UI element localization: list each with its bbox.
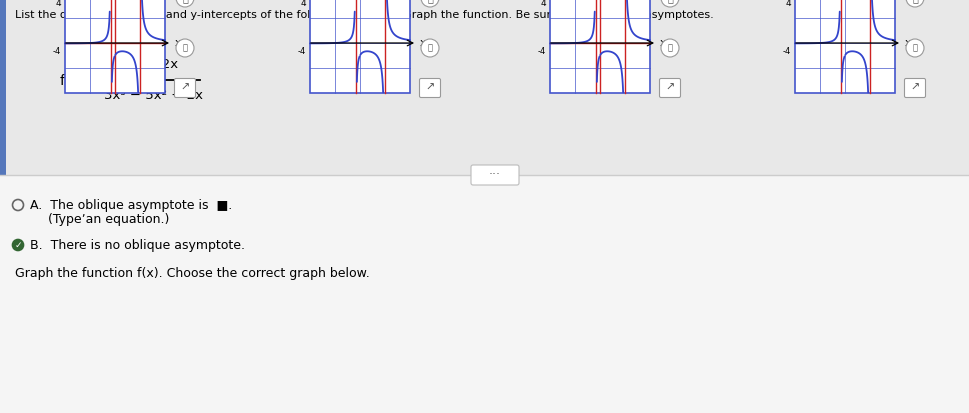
Text: A.  The oblique asymptote is  ■.: A. The oblique asymptote is ■. — [30, 199, 233, 211]
Text: ↗: ↗ — [910, 83, 920, 93]
FancyBboxPatch shape — [795, 0, 895, 93]
FancyBboxPatch shape — [420, 78, 441, 97]
Text: x: x — [905, 38, 911, 48]
Text: -4: -4 — [52, 47, 61, 56]
Text: 🔍: 🔍 — [913, 43, 918, 52]
FancyBboxPatch shape — [904, 78, 925, 97]
Text: 🔍: 🔍 — [427, 43, 432, 52]
FancyBboxPatch shape — [550, 0, 650, 93]
Text: List the domain and the x- and y-intercepts of the following function. Graph the: List the domain and the x- and y-interce… — [15, 10, 714, 20]
Text: 3x³ − 5x² − 2x: 3x³ − 5x² − 2x — [105, 89, 203, 102]
Circle shape — [176, 0, 194, 7]
Text: ···: ··· — [489, 169, 501, 181]
FancyBboxPatch shape — [660, 78, 680, 97]
Text: -4: -4 — [297, 47, 306, 56]
Text: x: x — [420, 38, 426, 48]
Text: x² + 2x: x² + 2x — [130, 58, 178, 71]
Text: B.  There is no oblique asymptote.: B. There is no oblique asymptote. — [30, 238, 245, 252]
Text: 🔍: 🔍 — [182, 43, 187, 52]
Circle shape — [661, 0, 679, 7]
Text: (Typeʼan equation.): (Typeʼan equation.) — [48, 213, 170, 225]
Text: -4: -4 — [783, 47, 791, 56]
Circle shape — [906, 0, 924, 7]
Circle shape — [176, 39, 194, 57]
Text: 4: 4 — [541, 0, 546, 8]
Text: 🔍: 🔍 — [912, 0, 918, 3]
Text: ↗: ↗ — [180, 83, 190, 93]
Text: 🔍: 🔍 — [668, 43, 672, 52]
Text: Graph the function f(x). Choose the correct graph below.: Graph the function f(x). Choose the corr… — [15, 266, 370, 280]
Circle shape — [421, 39, 439, 57]
FancyBboxPatch shape — [65, 0, 165, 93]
Circle shape — [421, 0, 439, 7]
Text: 4: 4 — [300, 0, 306, 8]
Circle shape — [906, 39, 924, 57]
FancyBboxPatch shape — [0, 0, 969, 175]
FancyBboxPatch shape — [310, 0, 410, 93]
Text: x: x — [660, 38, 666, 48]
Text: -4: -4 — [538, 47, 546, 56]
Circle shape — [13, 240, 23, 251]
Text: 4: 4 — [786, 0, 791, 8]
Text: ✓: ✓ — [15, 240, 21, 249]
Text: x: x — [175, 38, 181, 48]
FancyBboxPatch shape — [174, 78, 196, 97]
FancyBboxPatch shape — [0, 0, 6, 175]
Text: 4: 4 — [55, 0, 61, 8]
FancyBboxPatch shape — [471, 165, 519, 185]
Text: 🔍: 🔍 — [427, 0, 433, 3]
Text: ↗: ↗ — [425, 83, 435, 93]
Text: 🔍: 🔍 — [182, 0, 188, 3]
Text: 🔍: 🔍 — [667, 0, 672, 3]
Text: ↗: ↗ — [666, 83, 674, 93]
Text: f(x) =: f(x) = — [60, 73, 100, 87]
Circle shape — [661, 39, 679, 57]
